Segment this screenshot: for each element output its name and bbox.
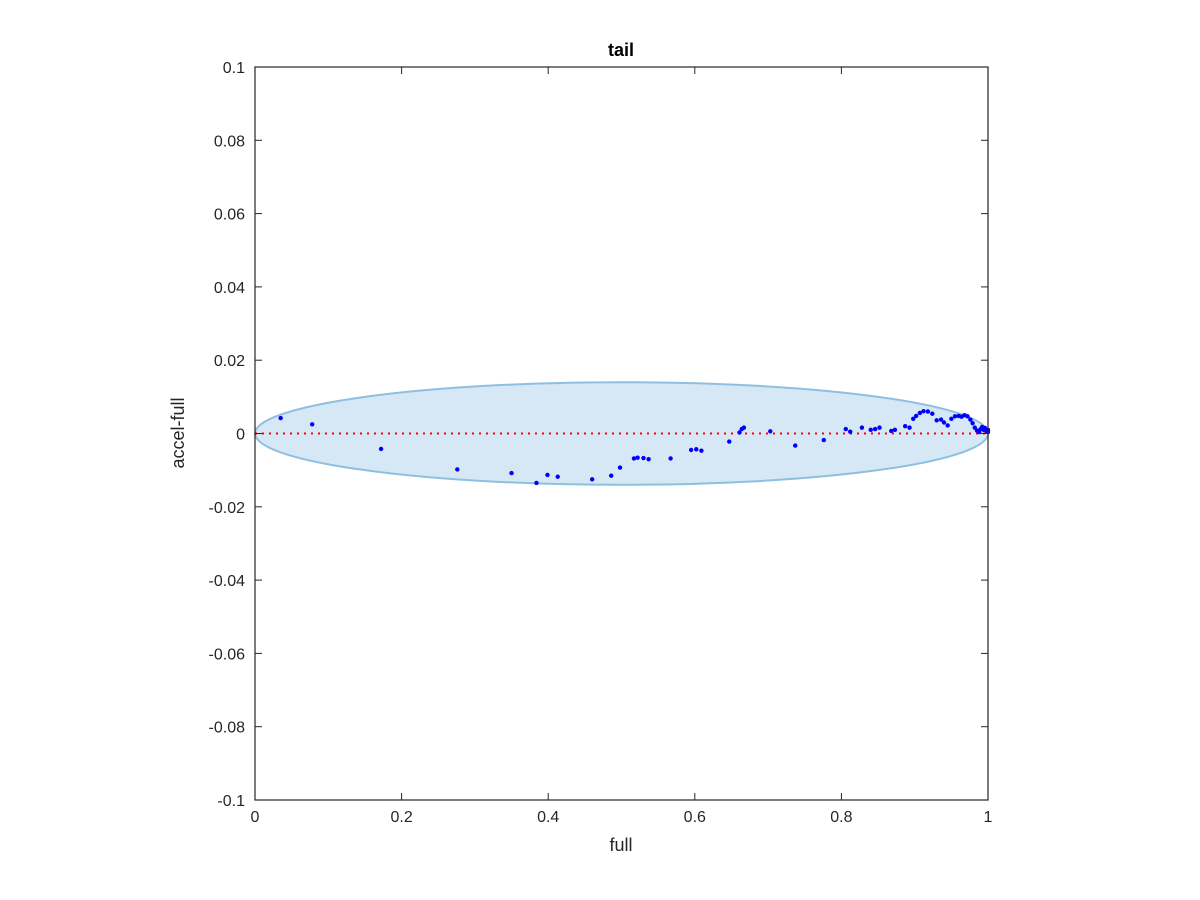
y-axis-label: accel-full [168, 397, 188, 468]
data-point [641, 455, 646, 461]
data-point [545, 472, 550, 478]
data-point [309, 422, 315, 427]
chart-title: tail [608, 40, 634, 60]
data-point [609, 473, 614, 478]
data-point [859, 425, 865, 430]
data-point [934, 418, 939, 423]
x-tick-label: 0.8 [830, 809, 852, 826]
y-tick-label: -0.02 [209, 500, 246, 517]
data-point [941, 420, 947, 425]
y-tick-label: -0.1 [217, 793, 245, 810]
data-point [907, 425, 912, 430]
data-point [646, 456, 651, 462]
x-tick-label: 0.4 [537, 809, 559, 826]
data-point [925, 409, 931, 414]
data-point [930, 411, 935, 416]
y-tick-label: 0 [236, 427, 245, 444]
data-point [688, 447, 694, 453]
data-point [635, 455, 640, 460]
data-point [970, 421, 975, 426]
y-tick-label: 0.02 [214, 353, 245, 370]
data-point [847, 429, 853, 434]
data-point [945, 423, 950, 428]
data-point [921, 408, 926, 414]
data-point [968, 417, 973, 422]
x-tick-label: 0.6 [684, 809, 706, 826]
data-point [868, 427, 873, 433]
y-tick-label: -0.04 [209, 573, 246, 590]
data-point [668, 456, 673, 461]
data-point [555, 474, 560, 479]
data-point [877, 425, 882, 430]
data-point [892, 427, 898, 433]
data-point [768, 429, 773, 434]
x-tick-label: 0.2 [390, 809, 412, 826]
axes: 0 0.2 0.4 0.6 0.8 1 -0.1 -0.08 -0.06 -0.04 -0.02 0 0… [209, 60, 993, 826]
data-point [949, 416, 954, 422]
data-point [741, 425, 747, 430]
x-tick-label: 0 [251, 809, 260, 826]
data-point [911, 416, 916, 422]
data-point [872, 426, 878, 432]
plot-area [254, 381, 991, 486]
data-point [889, 428, 894, 434]
data-point [737, 430, 742, 435]
data-point [965, 414, 970, 419]
y-tick-label: 0.04 [214, 280, 245, 297]
data-point [455, 467, 460, 472]
data-point [843, 426, 848, 432]
data-point [821, 437, 827, 443]
data-point [699, 448, 704, 453]
data-point [952, 414, 958, 419]
y-tick-label: 0.1 [223, 60, 245, 77]
data-point [694, 447, 699, 452]
data-point [509, 470, 514, 476]
y-tick-label: -0.06 [209, 646, 246, 663]
data-point [902, 423, 908, 429]
data-point [631, 456, 637, 461]
data-point [534, 480, 539, 486]
y-tick-label: -0.08 [209, 720, 246, 737]
data-point [617, 465, 623, 470]
y-tick-label: 0.08 [214, 133, 245, 150]
data-point [589, 477, 595, 482]
data-point [938, 417, 944, 422]
x-axis-label: full [609, 835, 632, 855]
y-tick-label: 0.06 [214, 207, 245, 224]
data-point [913, 413, 919, 419]
data-point [917, 410, 923, 416]
data-point [727, 439, 732, 444]
data-point [278, 415, 283, 421]
x-tick-label: 1 [984, 809, 993, 826]
data-point [378, 446, 384, 452]
data-point [793, 443, 798, 448]
